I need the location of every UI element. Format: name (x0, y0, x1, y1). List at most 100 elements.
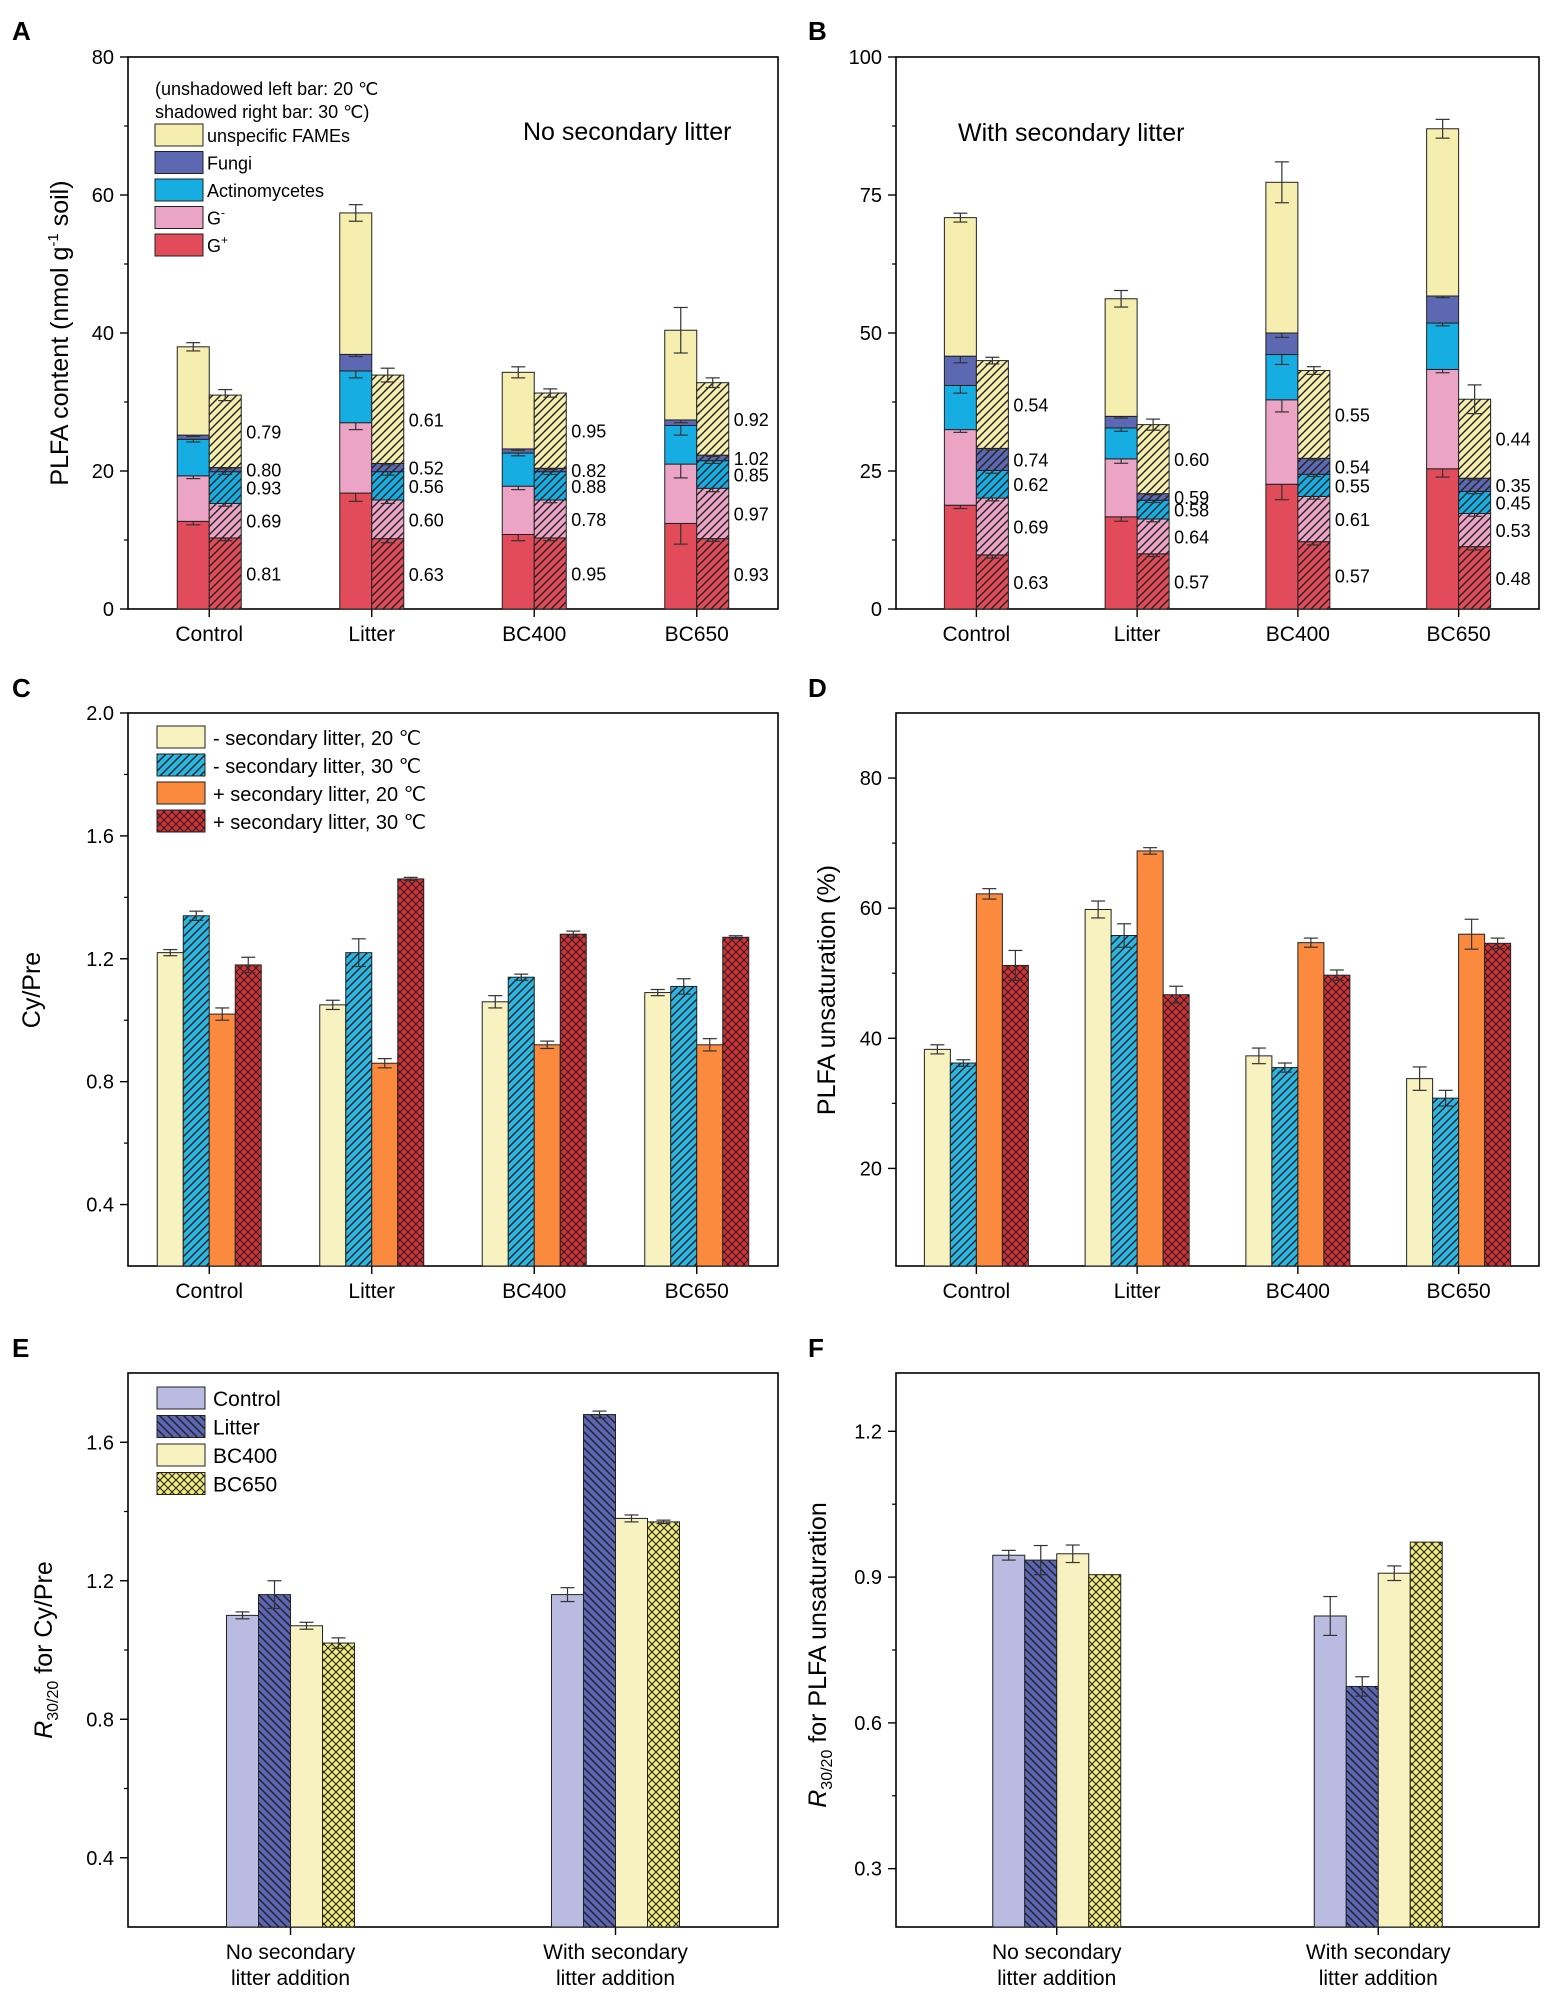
y-tick-label: 75 (860, 185, 882, 207)
bar (1088, 1574, 1122, 1928)
bar-segment (943, 355, 977, 386)
bar-segment (1458, 513, 1492, 548)
bar-segment (696, 487, 730, 540)
bar (1345, 1685, 1379, 1928)
panel-letter: A (12, 16, 31, 46)
bar (397, 878, 425, 1267)
bar (234, 964, 262, 1267)
bar-segment (943, 429, 977, 506)
bar-segment (943, 217, 977, 357)
bar (1136, 850, 1164, 1267)
bar-segment (371, 538, 405, 610)
ratio-label: 0.97 (734, 504, 769, 524)
y-tick-label: 1.2 (86, 1571, 114, 1593)
bar (923, 1048, 951, 1267)
y-tick-label: 0 (871, 599, 882, 621)
bar-segment (1297, 495, 1331, 543)
bar-segment (696, 382, 730, 456)
bar-segment (176, 475, 210, 522)
legend-label: unspecific FAMEs (207, 126, 350, 146)
bar (1377, 1572, 1411, 1928)
ratio-label: 0.60 (1174, 450, 1209, 470)
bar (1432, 1097, 1460, 1267)
bar-segment (975, 469, 1009, 499)
legend-swatch (156, 781, 206, 805)
bar (371, 1062, 399, 1267)
ratio-label: 0.61 (409, 410, 444, 430)
bar-segment (1426, 322, 1460, 370)
bar (226, 1614, 259, 1928)
bar-segment (1265, 399, 1299, 485)
legend-swatch (154, 178, 204, 202)
legend-swatch (154, 233, 204, 257)
bar-segment (533, 471, 567, 501)
bar (949, 1062, 977, 1267)
legend-swatch (156, 725, 206, 749)
bar (1271, 1067, 1299, 1267)
y-tick-label: 2.0 (86, 703, 114, 725)
bar-segment (1136, 518, 1170, 555)
bar (182, 915, 210, 1267)
bar (1024, 1559, 1058, 1928)
panel-letter: E (12, 1333, 29, 1363)
y-tick-label: 1.6 (86, 826, 114, 848)
legend-label: + secondary litter, 30 ℃ (213, 812, 426, 834)
bar-segment (1136, 499, 1170, 520)
panel-letter: C (12, 673, 31, 703)
x-tick-label: No secondary (226, 1941, 356, 1964)
bar (1406, 1078, 1434, 1267)
panel-title: With secondary litter (958, 119, 1184, 147)
ratio-label: 0.48 (1496, 569, 1531, 589)
bar-segment (208, 394, 242, 469)
legend-label: - secondary litter, 30 ℃ (213, 756, 421, 778)
x-tick-label: Control (943, 1280, 1011, 1303)
legend-label: + secondary litter, 20 ℃ (213, 784, 426, 806)
bar-segment (1458, 490, 1492, 515)
bar (1323, 974, 1351, 1267)
bar (583, 1414, 616, 1928)
bar-segment (1104, 427, 1138, 460)
x-tick-label: Litter (1114, 1280, 1161, 1303)
ratio-label: 0.64 (1174, 527, 1209, 547)
bar-segment (1297, 457, 1331, 475)
ratio-label: 0.74 (1013, 450, 1048, 470)
ratio-label: 0.52 (409, 459, 444, 479)
plot-frame (895, 712, 1540, 1267)
bar-segment (533, 499, 567, 539)
bar-segment (975, 497, 1009, 556)
x-tick-label: litter addition (997, 1967, 1116, 1990)
bar (507, 976, 535, 1267)
legend-swatch (156, 1386, 206, 1410)
ratio-label: 0.62 (1013, 475, 1048, 495)
legend: - secondary litter, 20 ℃ - secondary litt… (156, 725, 426, 834)
bar (696, 1044, 724, 1267)
y-tick-label: 60 (860, 898, 882, 920)
ratio-label: 0.44 (1496, 430, 1531, 450)
x-tick-label: Control (175, 1280, 243, 1303)
x-tick-label: BC650 (1427, 1280, 1491, 1303)
bar-segment (533, 392, 567, 469)
ratio-label: 0.81 (246, 564, 281, 584)
bar-segment (501, 533, 535, 610)
bar-segment (1104, 516, 1138, 610)
y-tick-label: 0.9 (854, 1567, 882, 1589)
bar (1484, 942, 1512, 1267)
bar-segment (208, 471, 242, 504)
ratio-label: 0.57 (1174, 572, 1209, 592)
bar (1297, 942, 1325, 1267)
x-tick-label: BC650 (665, 1280, 729, 1303)
panel-F: F 0.3 0.6 0.9 1.2 No secondary litter addition… (804, 1333, 1540, 1990)
legend-label: Fungi (207, 154, 252, 174)
bar-segment (696, 460, 730, 489)
bar-segment (1297, 473, 1331, 497)
y-tick-label: 0.3 (854, 1859, 882, 1881)
panel-C: C 0.4 0.8 1.2 1.6 2.0 Control Litter BC400 BC650 -… (12, 673, 779, 1303)
bar-segment (975, 554, 1009, 610)
x-tick-label: litter addition (1319, 1967, 1438, 1990)
x-tick-label: BC400 (502, 1280, 566, 1303)
bar-segment (1426, 468, 1460, 610)
bar (208, 1013, 236, 1267)
ratio-label: 0.85 (734, 465, 769, 485)
bar (1245, 1055, 1273, 1267)
bar-segment (371, 499, 405, 540)
